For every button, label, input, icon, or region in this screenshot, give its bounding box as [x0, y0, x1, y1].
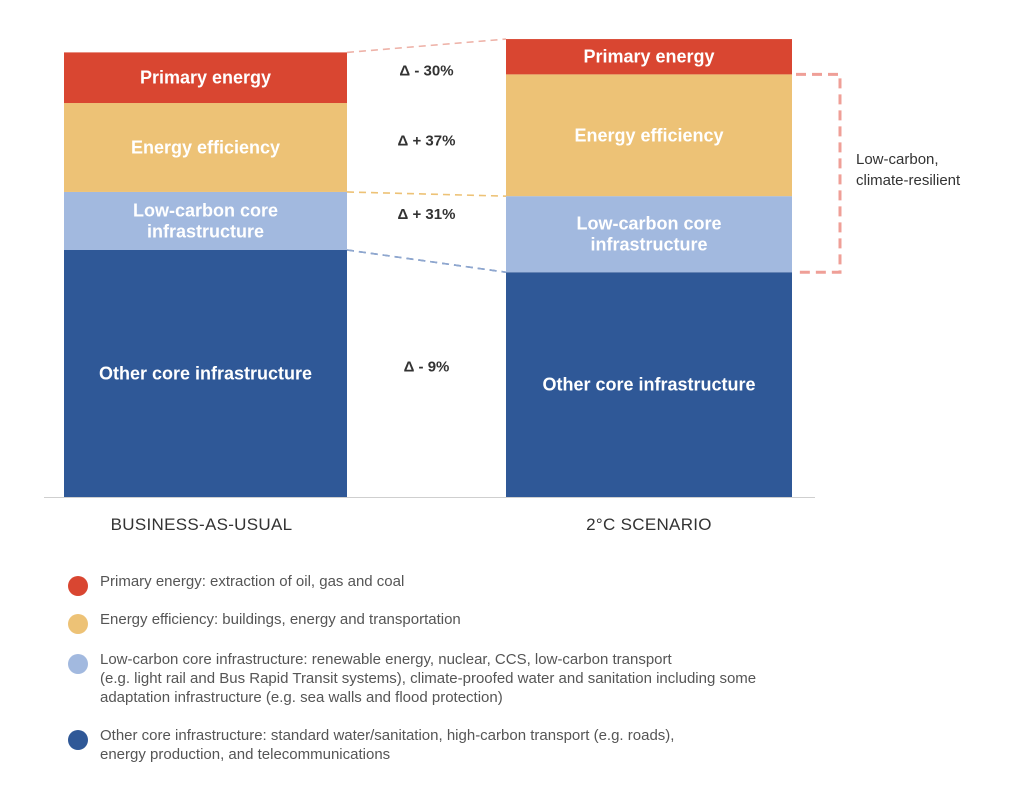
segment-label-primary-energy-2: Primary energy	[583, 47, 714, 67]
bar-segment-other-core-infrastructure-1	[64, 250, 347, 497]
legend-text: Energy efficiency: buildings, energy and…	[100, 611, 461, 628]
bar-segment-primary-energy-2	[506, 39, 792, 75]
category-label-2: 2°C SCENARIO	[586, 515, 712, 534]
segment-label-other-core-infrastructure-1: Other core infrastructure	[99, 364, 312, 384]
legend-swatch-icon	[68, 654, 88, 674]
segment-label-low-carbon-core-infrastructure-2: Low-carbon core	[576, 214, 721, 234]
bar-segment-low-carbon-core-infrastructure-2	[506, 196, 792, 273]
bracket-label-line-1: Low-carbon,	[856, 151, 939, 168]
delta-label-1: Δ - 30%	[399, 63, 453, 80]
bar-segment-energy-efficiency-2	[506, 74, 792, 197]
segment-label-low-carbon-core-infrastructure-2: infrastructure	[590, 235, 707, 255]
legend-swatch-icon	[68, 614, 88, 634]
segment-label-primary-energy-1: Primary energy	[140, 68, 271, 88]
delta-label-2: Δ + 37%	[398, 132, 456, 149]
segment-label-energy-efficiency-2: Energy efficiency	[574, 125, 723, 145]
legend-swatch-icon	[68, 576, 88, 596]
connector-line-4	[346, 249, 507, 274]
bracket-label-line-2: climate-resilient	[856, 172, 961, 189]
bar-segment-other-core-infrastructure-2	[506, 272, 792, 497]
segment-label-low-carbon-core-infrastructure-1: Low-carbon core	[133, 200, 278, 220]
bar-segment-primary-energy-1	[64, 52, 347, 104]
delta-label-3: Δ + 31%	[398, 206, 456, 223]
segment-label-energy-efficiency-1: Energy efficiency	[131, 137, 280, 157]
bracket	[796, 72, 842, 274]
connector-line-1	[346, 38, 507, 54]
connector-line-2	[346, 191, 507, 197]
bar-segment-energy-efficiency-1	[64, 103, 347, 192]
legend-text: Low-carbon core infrastructure: renewabl…	[100, 651, 757, 706]
legend-text: Primary energy: extraction of oil, gas a…	[100, 573, 405, 590]
bar-segment-low-carbon-core-infrastructure-1	[64, 191, 347, 250]
legend-item: Other core infrastructure: standard wate…	[68, 726, 674, 764]
legend-swatch-icon	[68, 730, 88, 750]
legend-text: Other core infrastructure: standard wate…	[100, 727, 675, 763]
category-label-1: BUSINESS-AS-USUAL	[111, 515, 293, 534]
legend-item: Low-carbon core infrastructure: renewabl…	[68, 650, 756, 707]
legend-item: Energy efficiency: buildings, energy and…	[68, 610, 461, 634]
legend-item: Primary energy: extraction of oil, gas a…	[68, 572, 405, 596]
delta-label-4: Δ - 9%	[404, 359, 450, 376]
stacked-bar-chart: Other core infrastructure Low-carbon core…	[44, 38, 961, 534]
segment-label-low-carbon-core-infrastructure-1: infrastructure	[147, 221, 264, 241]
segment-label-other-core-infrastructure-2: Other core infrastructure	[542, 375, 755, 395]
